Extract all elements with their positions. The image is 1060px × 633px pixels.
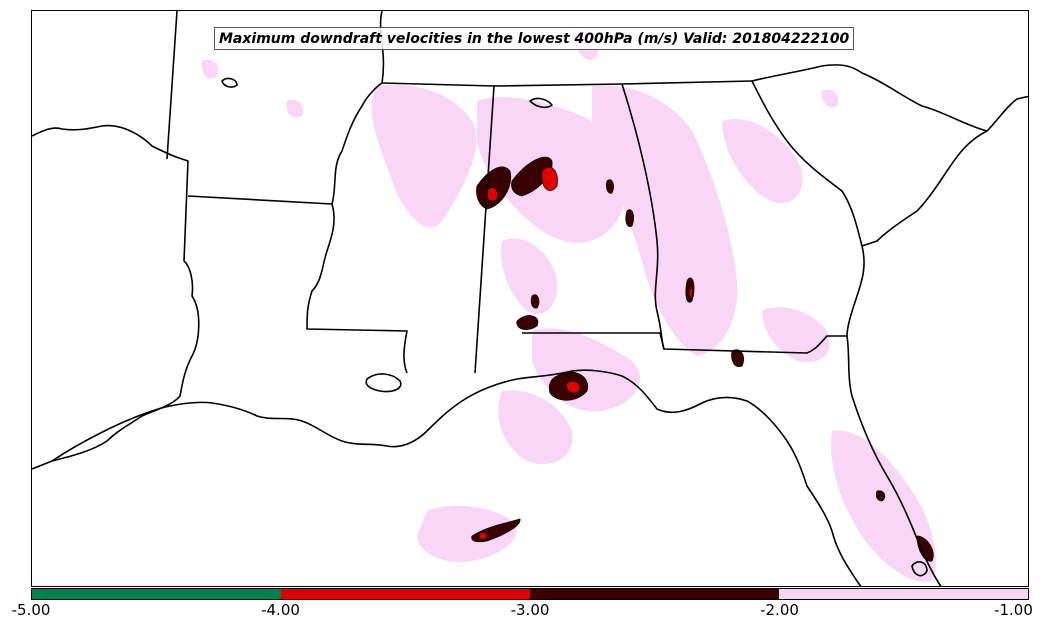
colorbar-tick-3: -3.00: [510, 601, 550, 619]
colorbar-tick-4: -2.00: [760, 601, 799, 619]
map-canvas: [32, 11, 1028, 586]
map-borders: [32, 11, 1028, 586]
colorbar-segment-3: [530, 589, 779, 599]
colorbar-segment-4: [779, 589, 1028, 599]
colorbar: [31, 588, 1029, 600]
colorbar-segment-1: [32, 589, 281, 599]
map-title: Maximum downdraft velocities in the lowe…: [214, 27, 855, 50]
downdraft-light-areas: [201, 30, 936, 582]
colorbar-segment-2: [281, 589, 530, 599]
map-panel: Maximum downdraft velocities in the lowe…: [31, 10, 1029, 587]
downdraft-strong-areas: [471, 156, 934, 562]
colorbar-tick-1: -5.00: [11, 601, 51, 619]
colorbar-tick-2: -4.00: [261, 601, 300, 619]
colorbar-tick-5: -1.00: [994, 601, 1033, 619]
